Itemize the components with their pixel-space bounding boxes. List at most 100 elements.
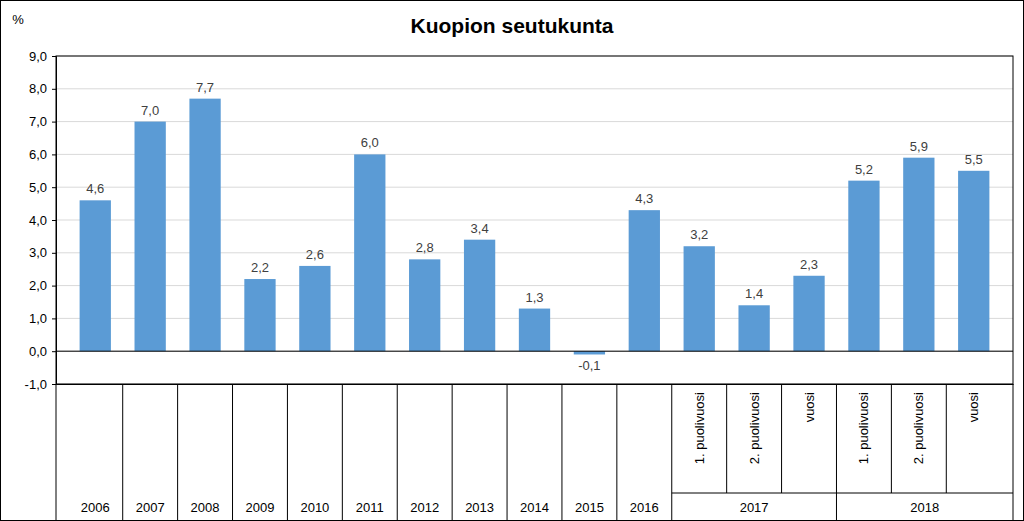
y-tick: 0,0 [29, 344, 56, 359]
bar [409, 259, 440, 351]
data-label: 5,9 [910, 139, 928, 154]
data-label: 2,6 [306, 247, 324, 262]
x-tick-label: 2011 [356, 500, 384, 515]
y-tick: 1,0 [29, 311, 56, 326]
axis-separator [891, 384, 892, 493]
data-labels: 4,67,07,72,22,66,02,83,41,3-0,14,33,21,4… [86, 80, 983, 374]
x-tick: 2013 [465, 384, 494, 515]
chart-container: Kuopion seutukunta%-1,00,01,02,03,04,05,… [0, 0, 1024, 521]
data-label: 5,2 [855, 162, 873, 177]
grid [56, 56, 1013, 384]
x-tick: 2012 [410, 384, 439, 515]
x-tick: 2014 [520, 384, 549, 515]
y-tick-label: 4,0 [29, 213, 47, 228]
data-label: 4,3 [635, 191, 653, 206]
data-label: -0,1 [578, 358, 600, 373]
group-label: 2017 [740, 500, 769, 515]
y-tick: -1,0 [25, 377, 56, 392]
y-tick-label: 2,0 [29, 278, 47, 293]
bar [903, 158, 934, 352]
x-tick-label: 1. puolivuosi [856, 392, 871, 464]
x-tick-label: 2008 [191, 500, 220, 515]
bar [793, 276, 824, 351]
axis-separator [726, 384, 727, 493]
zero-line [56, 351, 1013, 352]
x-tick-label: 2015 [575, 500, 604, 515]
axis-separator [122, 384, 123, 520]
y-tick-mark [52, 318, 56, 319]
axis-separator [561, 384, 562, 520]
x-tick: 2016 [630, 384, 659, 515]
bar [519, 309, 550, 352]
axis-separator [342, 384, 343, 520]
bars [80, 99, 990, 355]
y-tick-label: -1,0 [25, 377, 47, 392]
x-tick: vuosi [966, 384, 981, 422]
outer-border [1, 1, 1024, 521]
axis-table [56, 384, 1013, 520]
x-tick: 2. puolivuosi [747, 384, 762, 464]
axis-separator [452, 384, 453, 520]
y-tick: 6,0 [29, 147, 56, 162]
y-tick: 3,0 [29, 245, 56, 260]
bar [80, 200, 111, 351]
axis-separator [616, 384, 617, 520]
x-tick: vuosi [802, 384, 817, 422]
y-tick: 7,0 [29, 114, 56, 129]
y-tick-label: 7,0 [29, 114, 47, 129]
y-tick-mark [52, 122, 56, 123]
y-tick-mark [52, 220, 56, 221]
x-tick-label: 2013 [465, 500, 494, 515]
axis-separator [1013, 384, 1014, 520]
axis-separator [836, 384, 837, 520]
data-label: 1,3 [525, 290, 543, 305]
x-tick-label: 2. puolivuosi [747, 392, 762, 464]
data-label: 2,2 [251, 260, 269, 275]
data-label: 7,7 [196, 80, 214, 95]
x-tick: 1. puolivuosi [856, 384, 871, 464]
x-tick: 2007 [136, 384, 165, 515]
x-tick-label: 2014 [520, 500, 549, 515]
x-tick-label: 2. puolivuosi [911, 392, 926, 464]
x-tick-label: 2007 [136, 500, 165, 515]
data-label: 6,0 [361, 135, 379, 150]
x-tick: 2009 [246, 384, 275, 515]
group-separator [836, 493, 1013, 494]
data-label: 5,5 [965, 152, 983, 167]
y-tick-label: 8,0 [29, 81, 47, 96]
y-tick-label: 6,0 [29, 147, 47, 162]
y-tick: 5,0 [29, 180, 56, 195]
data-label: 1,4 [745, 286, 763, 301]
axis-separator [507, 384, 508, 520]
y-axis: -1,0 0,0 1,0 2,0 3,0 4,0 5,0 6,0 7,0 8,0 9,0 [25, 49, 57, 392]
axis-separator [781, 384, 782, 493]
y-tick-mark [52, 253, 56, 254]
x-tick: 1. puolivuosi [692, 384, 707, 464]
x-axis: 2006 2007 2008 2009 2010 2011 2012 2013 2014 2015… [57, 384, 1014, 515]
bar [738, 305, 769, 351]
y-axis-title: % [12, 12, 24, 27]
plot-frame [56, 56, 1013, 384]
bar [299, 266, 330, 351]
y-tick: 9,0 [29, 49, 56, 64]
y-tick-mark [52, 154, 56, 155]
y-tick-mark [52, 286, 56, 287]
x-tick-label: 2010 [300, 500, 329, 515]
x-tick-label: 2016 [630, 500, 659, 515]
axis-separator [946, 384, 947, 493]
data-label: 3,2 [690, 227, 708, 242]
x-tick: 2015 [575, 384, 604, 515]
grid-line [56, 351, 1013, 352]
chart-svg: Kuopion seutukunta%-1,00,01,02,03,04,05,… [0, 0, 1024, 521]
x-tick: 2006 [81, 384, 110, 515]
y-tick-label: 0,0 [29, 344, 47, 359]
x-tick-label: 2006 [81, 500, 110, 515]
y-tick-mark [52, 351, 56, 352]
y-tick-label: 5,0 [29, 180, 47, 195]
group-separator [672, 493, 837, 494]
bar [354, 154, 385, 351]
axis-separator [287, 384, 288, 520]
bar [629, 210, 660, 351]
bar [848, 181, 879, 352]
x-tick: 2008 [191, 384, 220, 515]
